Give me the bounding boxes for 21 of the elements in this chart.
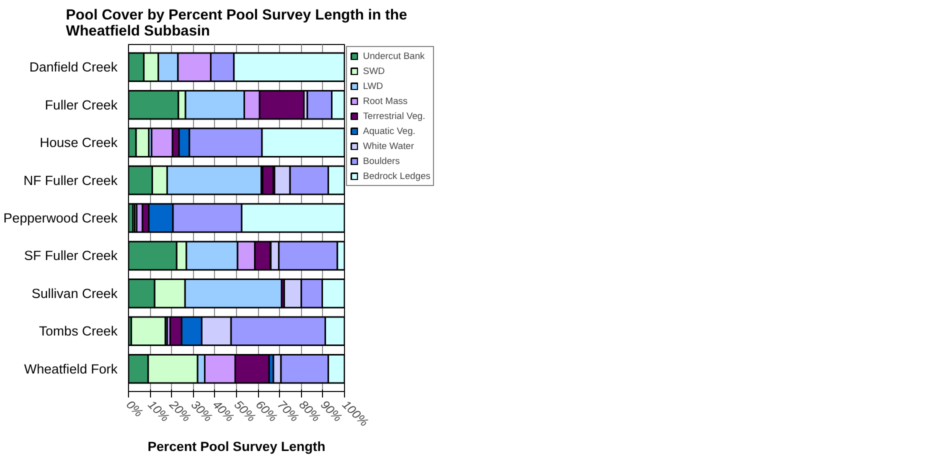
y-tick-label: Fuller Creek [44, 97, 118, 112]
y-tick-label: Tombs Creek [38, 324, 118, 339]
chart-title: Pool Cover by Percent Pool Survey Length in the Wheatfield Subbasin [66, 8, 408, 40]
y-tick-label: House Creek [40, 135, 118, 150]
legend-label: Bedrock Ledges [363, 170, 430, 182]
legend-label: Undercut Bank [363, 50, 425, 62]
y-tick-label: Danfield Creek [29, 60, 118, 75]
legend-label: SWD [363, 65, 385, 77]
legend-label: Boulders [363, 155, 400, 167]
legend-label: Terrestrial Veg. [363, 110, 426, 122]
y-tick-label: Pepperwood Creek [3, 210, 118, 226]
legend-label: White Water [363, 140, 414, 152]
y-tick-label: NF Fuller Creek [23, 172, 118, 188]
y-tick-label: SF Fuller Creek [24, 248, 118, 264]
legend-label: Aquatic Veg. [363, 125, 416, 137]
x-tick-label: 0% [124, 398, 146, 420]
y-tick-label: Wheatfield Fork [24, 361, 118, 376]
legend-label: LWD [363, 80, 384, 92]
legend-label: Root Mass [363, 95, 408, 107]
x-axis-title: Percent Pool Survey Length [148, 439, 326, 454]
y-tick-label: Sullivan Creek [32, 286, 118, 301]
